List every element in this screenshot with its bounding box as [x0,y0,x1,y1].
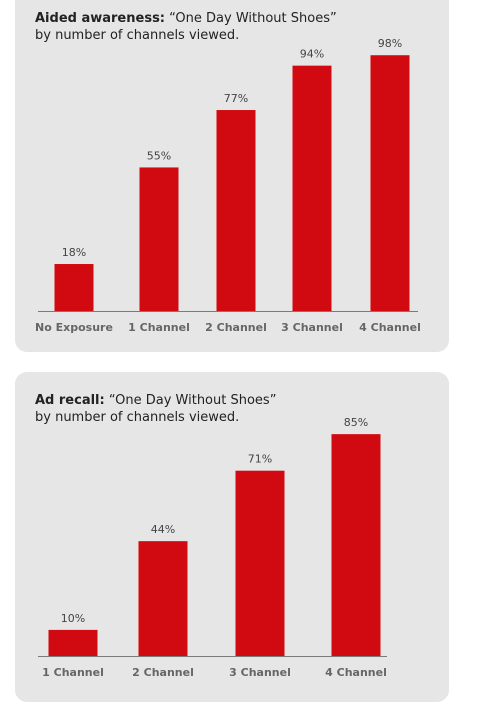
data-label: 10% [61,612,85,625]
category-label: 3 Channel [229,666,291,679]
bar [370,55,410,311]
category-label: 2 Channel [205,321,267,334]
chart-subtitle: by number of channels viewed. [35,410,240,425]
category-label: 3 Channel [281,321,343,334]
data-label: 18% [62,246,86,259]
chart-title: Aided awareness: “One Day Without Shoes”… [35,10,337,44]
data-label: 44% [151,523,175,536]
bar [292,65,332,311]
data-label: 94% [300,48,324,61]
data-label: 85% [344,416,368,429]
chart-title-bold: Ad recall: [35,393,105,408]
chart-title: Ad recall: “One Day Without Shoes” by nu… [35,392,276,426]
bar-chart-aided-awareness: 18% No Exposure 55% 1 Channel 77% 2 Channel 94… [35,37,421,334]
chart-panel-ad-recall: Ad recall: “One Day Without Shoes” by nu… [15,372,449,702]
chart-title-rest: “One Day Without Shoes” [169,11,337,26]
data-label: 71% [248,453,272,466]
bar [235,470,285,656]
category-label: 4 Channel [359,321,421,334]
bar [138,541,188,656]
category-label: 1 Channel [128,321,190,334]
data-label: 55% [147,149,171,162]
bar [54,264,94,311]
chart-panel-aided-awareness: Aided awareness: “One Day Without Shoes”… [15,0,449,352]
bar-chart-ad-recall: 10% 1 Channel 44% 2 Channel 71% 3 Channel 85% 4… [38,416,387,679]
data-label: 77% [224,92,248,105]
bar [216,110,256,311]
chart-title-rest: “One Day Without Shoes” [108,393,277,408]
category-label: 4 Channel [325,666,387,679]
chart-subtitle: by number of channels viewed. [35,28,240,43]
category-label: 1 Channel [42,666,104,679]
category-label: 2 Channel [132,666,194,679]
bar [139,167,179,311]
chart-title-bold: Aided awareness: [35,11,165,26]
bar [331,434,381,656]
category-label: No Exposure [35,321,113,334]
bar [48,629,98,656]
data-label: 98% [378,37,402,50]
